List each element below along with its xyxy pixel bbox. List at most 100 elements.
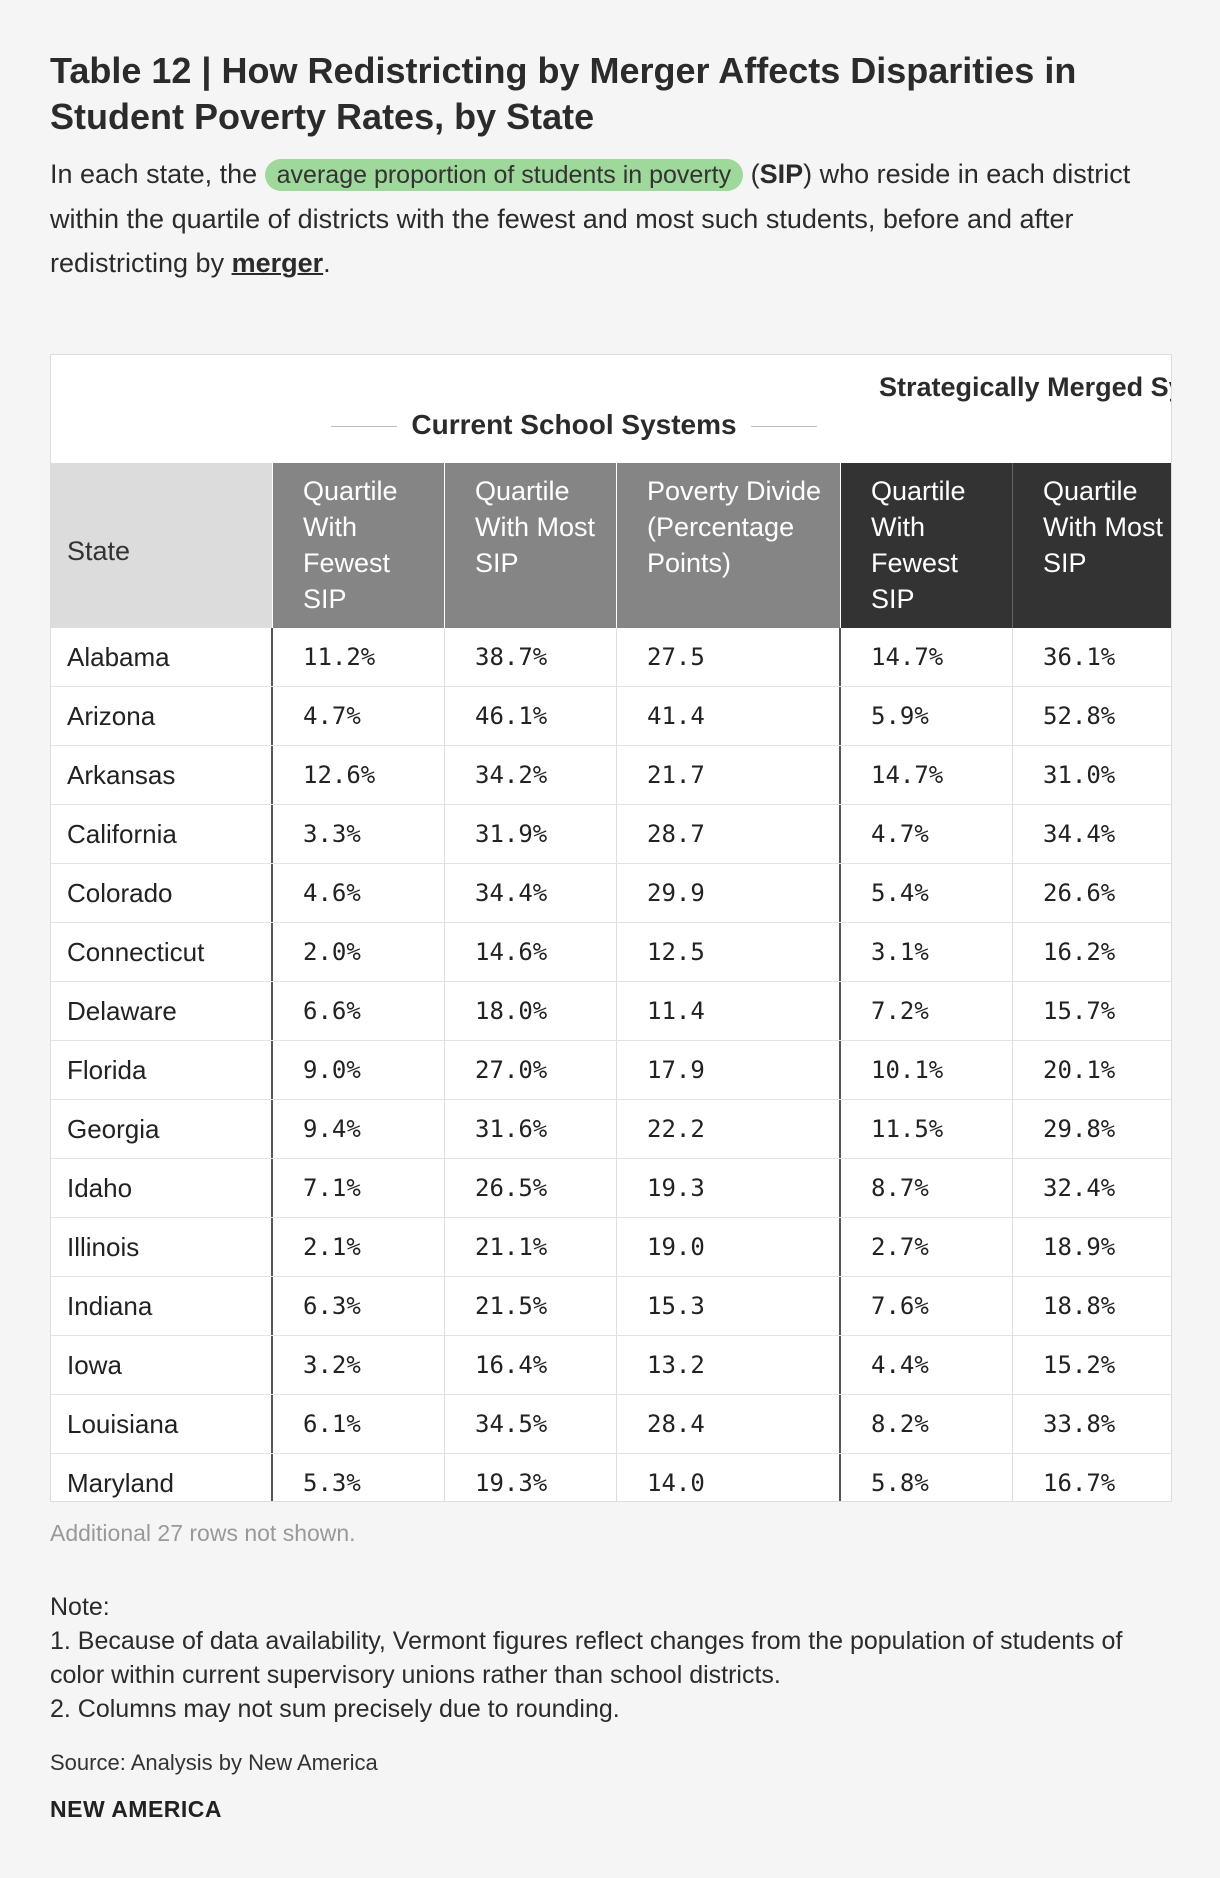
table-row: Louisiana 6.1% 34.5% 28.4 8.2% 33.8%: [51, 1395, 1171, 1454]
table-row: Idaho 7.1% 26.5% 19.3 8.7% 32.4%: [51, 1159, 1171, 1218]
cell-value: 15.3: [617, 1277, 841, 1335]
cell-value: 4.4%: [841, 1336, 1013, 1394]
cell-value: 9.4%: [273, 1100, 445, 1158]
cell-value: 14.0: [617, 1454, 841, 1501]
cell-value: 34.4%: [1013, 805, 1171, 863]
note-item-2: 2. Columns may not sum precisely due to …: [50, 1695, 620, 1723]
header-mer-most[interactable]: Quartile With Most SIP: [1013, 463, 1171, 628]
subtitle-text: In each state, the: [50, 159, 265, 189]
cell-value: 4.7%: [273, 687, 445, 745]
table-row: Maryland 5.3% 19.3% 14.0 5.8% 16.7%: [51, 1454, 1171, 1501]
subtitle-text: .: [323, 248, 331, 278]
cell-value: 19.3%: [445, 1454, 617, 1501]
cell-value: 11.2%: [273, 628, 445, 686]
cell-state: Illinois: [51, 1218, 273, 1276]
cell-value: 16.7%: [1013, 1454, 1171, 1501]
table-row: Delaware 6.6% 18.0% 11.4 7.2% 15.7%: [51, 982, 1171, 1041]
cell-value: 38.7%: [445, 628, 617, 686]
table-row: California 3.3% 31.9% 28.7 4.7% 34.4%: [51, 805, 1171, 864]
cell-value: 18.0%: [445, 982, 617, 1040]
header-cur-fewest[interactable]: Quartile With Fewest SIP: [273, 463, 445, 628]
cell-value: 32.4%: [1013, 1159, 1171, 1217]
cell-value: 52.8%: [1013, 687, 1171, 745]
cell-value: 2.0%: [273, 923, 445, 981]
source: Source: Analysis by New America: [50, 1750, 378, 1775]
cell-value: 14.7%: [841, 628, 1013, 686]
cell-value: 3.1%: [841, 923, 1013, 981]
cell-value: 31.6%: [445, 1100, 617, 1158]
highlight-term[interactable]: average proportion of students in povert…: [264, 159, 744, 191]
subtitle: In each state, the average proportion of…: [50, 152, 1150, 285]
cell-value: 3.2%: [273, 1336, 445, 1394]
cell-state: Maryland: [51, 1454, 273, 1501]
cell-value: 34.4%: [445, 864, 617, 922]
header-cur-most[interactable]: Quartile With Most SIP: [445, 463, 617, 628]
cell-state: Connecticut: [51, 923, 273, 981]
table-row: Connecticut 2.0% 14.6% 12.5 3.1% 16.2%: [51, 923, 1171, 982]
cell-value: 17.9: [617, 1041, 841, 1099]
cell-value: 28.4: [617, 1395, 841, 1453]
table-row: Indiana 6.3% 21.5% 15.3 7.6% 18.8%: [51, 1277, 1171, 1336]
cell-state: Georgia: [51, 1100, 273, 1158]
table-row: Iowa 3.2% 16.4% 13.2 4.4% 15.2%: [51, 1336, 1171, 1395]
cell-value: 7.6%: [841, 1277, 1013, 1335]
cell-state: Delaware: [51, 982, 273, 1040]
column-header-row: State Quartile With Fewest SIP Quartile …: [51, 463, 1171, 628]
subtitle-text: ) who reside in each district within the…: [50, 159, 1131, 278]
header-state[interactable]: State: [51, 463, 273, 628]
cell-value: 19.3: [617, 1159, 841, 1217]
header-mer-fewest[interactable]: Quartile With Fewest SIP: [841, 463, 1013, 628]
brand-logo: NEW AMERICA: [50, 1796, 223, 1822]
cell-value: 4.6%: [273, 864, 445, 922]
cell-value: 10.1%: [841, 1041, 1013, 1099]
cell-value: 8.2%: [841, 1395, 1013, 1453]
cell-value: 34.5%: [445, 1395, 617, 1453]
divider-line: [331, 426, 398, 428]
cell-value: 3.3%: [273, 805, 445, 863]
abbr-sip: SIP: [759, 159, 804, 189]
cell-state: Florida: [51, 1041, 273, 1099]
cell-value: 5.8%: [841, 1454, 1013, 1501]
cell-value: 29.9: [617, 864, 841, 922]
table-row: Alabama 11.2% 38.7% 27.5 14.7% 36.1%: [51, 628, 1171, 687]
divider-line: [750, 426, 817, 428]
subtitle-text: (: [743, 159, 760, 189]
table-body: Alabama 11.2% 38.7% 27.5 14.7% 36.1% Arizona 4.…: [51, 628, 1171, 1501]
header-cur-divide[interactable]: Poverty Divide (Percentage Points): [617, 463, 841, 628]
cell-value: 13.2: [617, 1336, 841, 1394]
group-header-row: Current School Systems Strategically Mer…: [51, 355, 1171, 463]
cell-value: 5.9%: [841, 687, 1013, 745]
table-row: Arizona 4.7% 46.1% 41.4 5.9% 52.8%: [51, 687, 1171, 746]
page-title: Table 12 | How Redistricting by Merger A…: [50, 50, 1077, 137]
cell-value: 22.2: [617, 1100, 841, 1158]
cell-value: 16.4%: [445, 1336, 617, 1394]
cell-value: 31.0%: [1013, 746, 1171, 804]
rows-not-shown: Additional 27 rows not shown.: [50, 1520, 356, 1546]
cell-value: 33.8%: [1013, 1395, 1171, 1453]
cell-value: 11.4: [617, 982, 841, 1040]
cell-value: 2.1%: [273, 1218, 445, 1276]
table-row: Arkansas 12.6% 34.2% 21.7 14.7% 31.0%: [51, 746, 1171, 805]
cell-value: 19.0: [617, 1218, 841, 1276]
cell-state: Indiana: [51, 1277, 273, 1335]
data-table[interactable]: Current School Systems Strategically Mer…: [50, 354, 1172, 1502]
cell-state: Alabama: [51, 628, 273, 686]
cell-value: 9.0%: [273, 1041, 445, 1099]
cell-value: 8.7%: [841, 1159, 1013, 1217]
cell-value: 29.8%: [1013, 1100, 1171, 1158]
cell-value: 26.6%: [1013, 864, 1171, 922]
cell-value: 4.7%: [841, 805, 1013, 863]
cell-value: 5.4%: [841, 864, 1013, 922]
table-row: Georgia 9.4% 31.6% 22.2 11.5% 29.8%: [51, 1100, 1171, 1159]
table-row: Colorado 4.6% 34.4% 29.9 5.4% 26.6%: [51, 864, 1171, 923]
merger-link[interactable]: merger: [231, 248, 324, 278]
cell-value: 6.3%: [273, 1277, 445, 1335]
cell-value: 5.3%: [273, 1454, 445, 1501]
table-row: Illinois 2.1% 21.1% 19.0 2.7% 18.9%: [51, 1218, 1171, 1277]
cell-value: 7.1%: [273, 1159, 445, 1217]
cell-state: California: [51, 805, 273, 863]
cell-value: 26.5%: [445, 1159, 617, 1217]
cell-value: 31.9%: [445, 805, 617, 863]
cell-value: 6.1%: [273, 1395, 445, 1453]
cell-value: 12.5: [617, 923, 841, 981]
